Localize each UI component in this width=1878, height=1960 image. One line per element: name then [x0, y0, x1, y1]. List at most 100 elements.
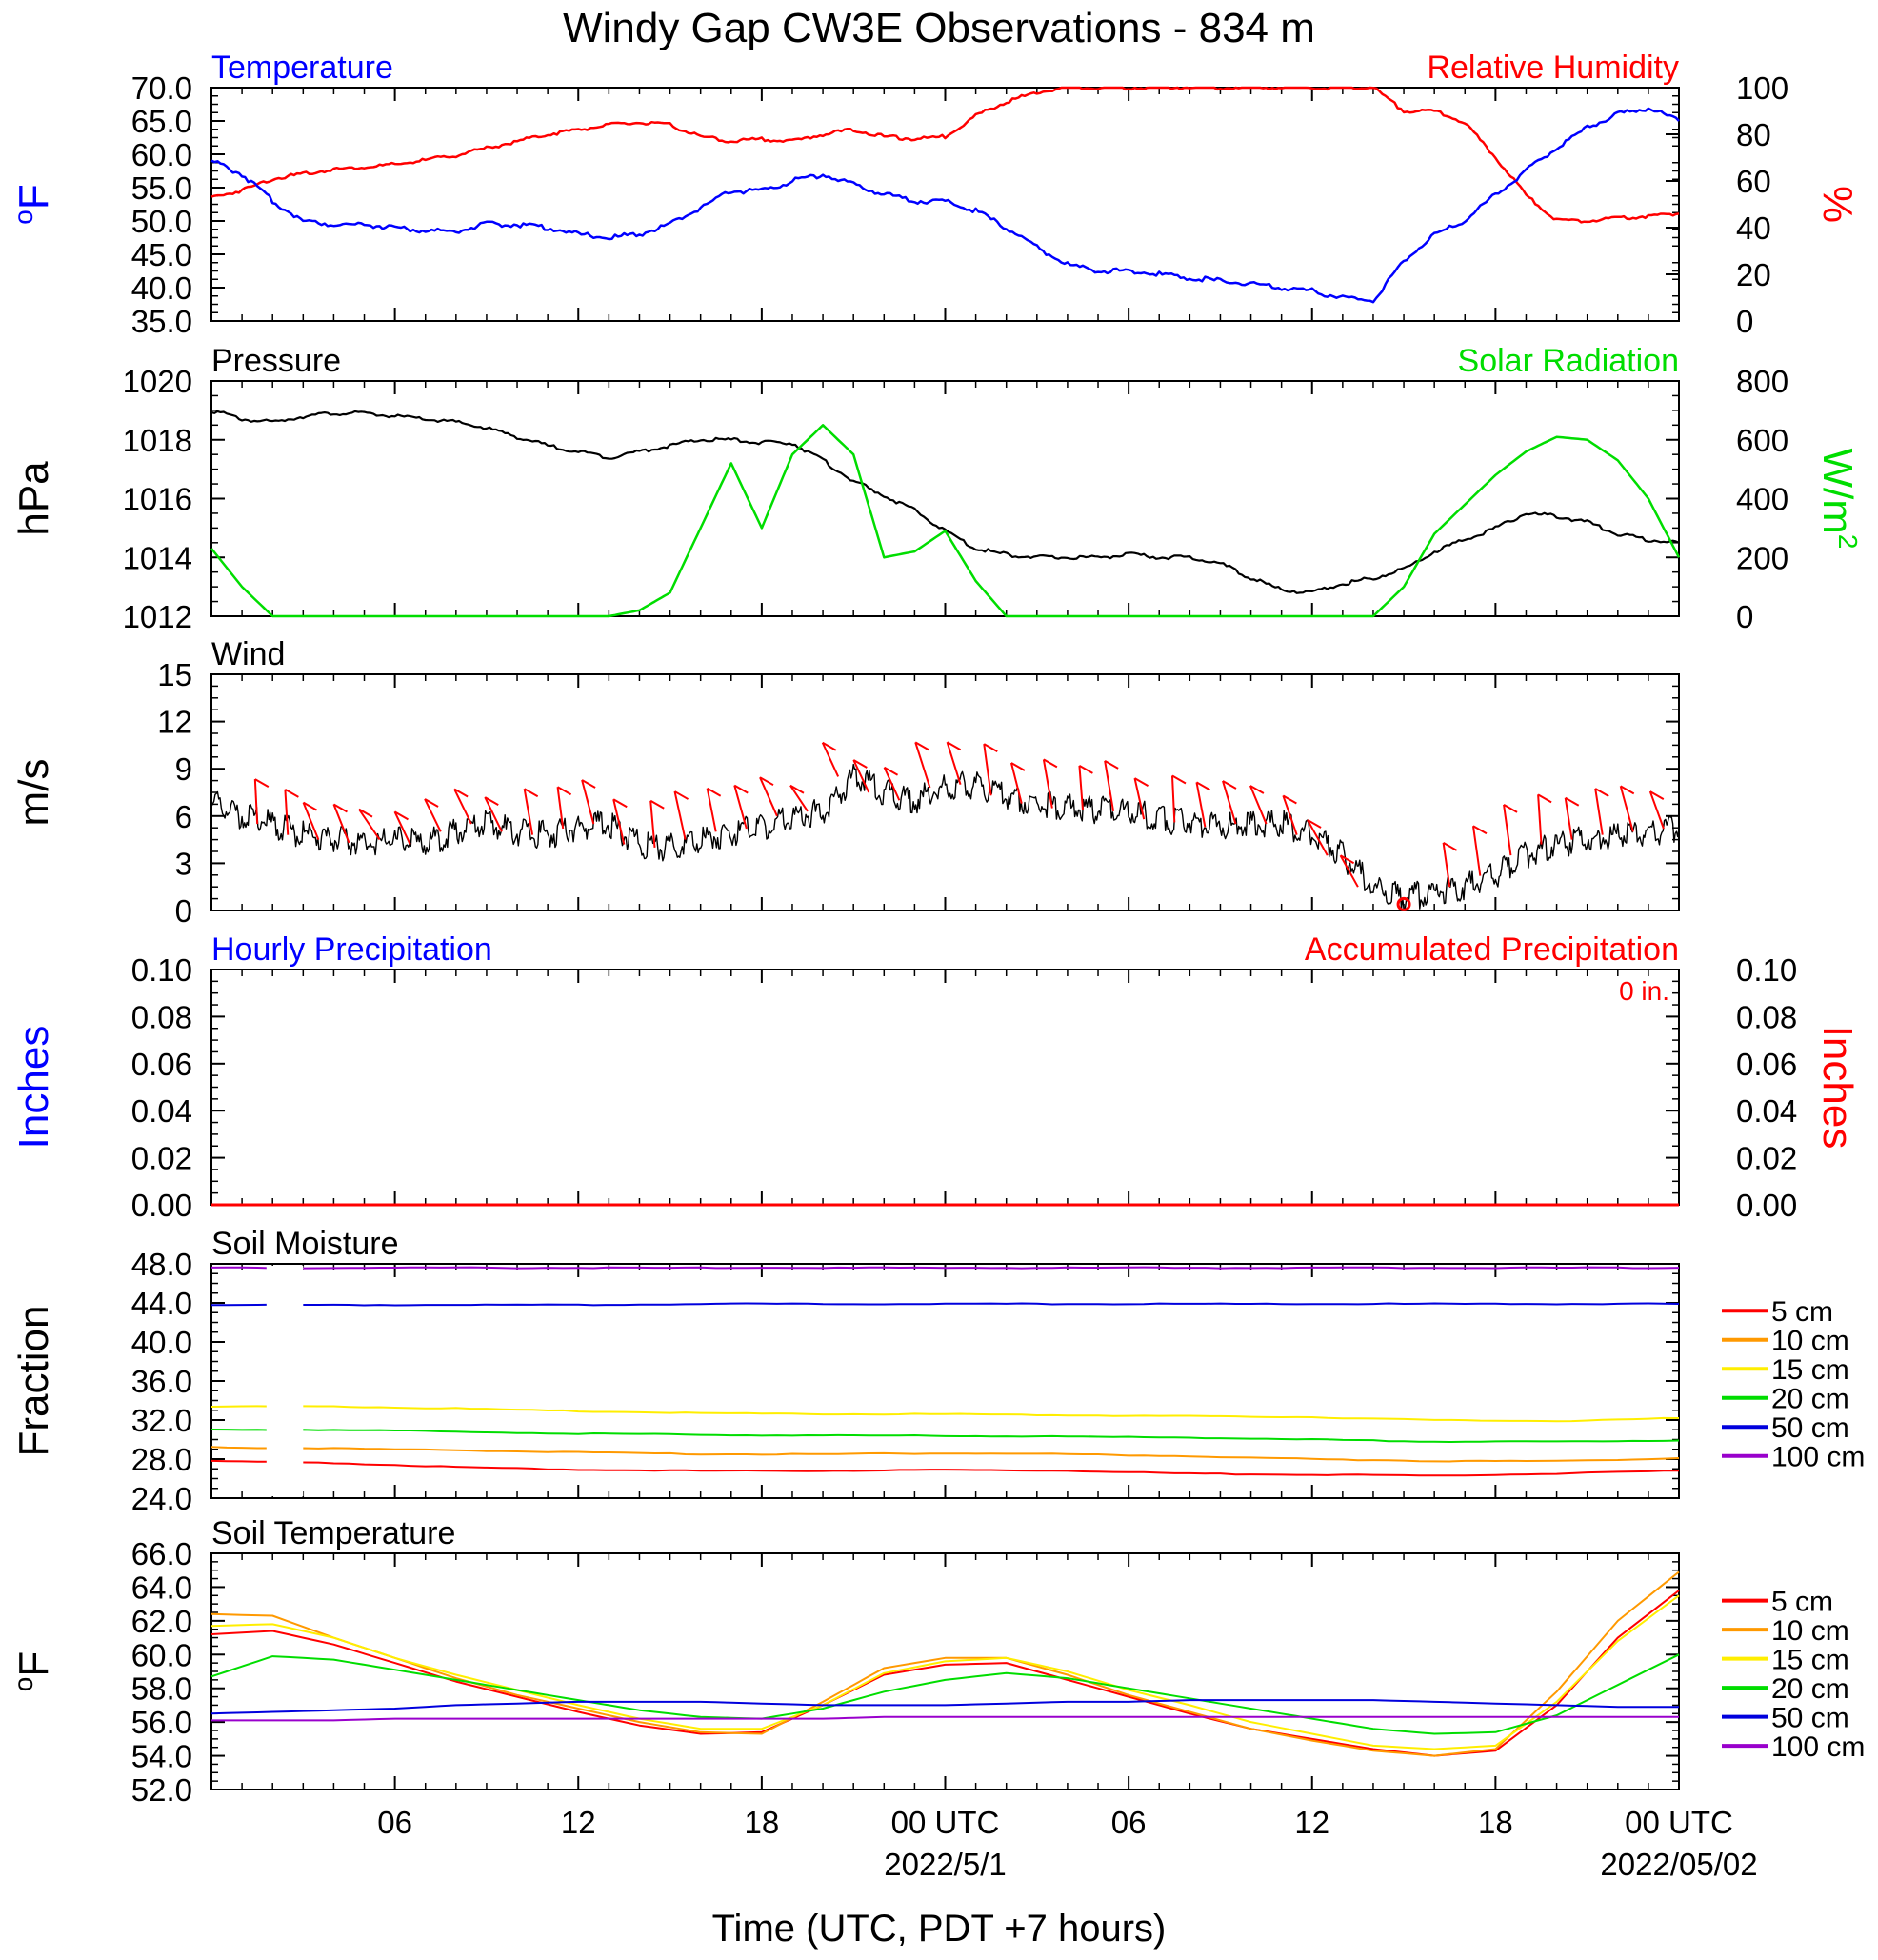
y-tick-label: 48.0: [131, 1247, 192, 1282]
panel-2: 1012 1014 1016 1018 1020 0 200 400 600 800 Pressur…: [10, 343, 1863, 634]
wind-barb: [1503, 804, 1512, 856]
wind-barb: [1537, 794, 1543, 845]
y-right-tick-label: 400: [1736, 482, 1788, 517]
legend-label: 15 cm: [1771, 1645, 1849, 1676]
y-tick-label: 6: [175, 799, 192, 834]
wind-barb: [649, 800, 656, 848]
wind-barb: [302, 802, 320, 840]
x-tick-label: 12: [561, 1805, 596, 1840]
wind-barb: [1619, 786, 1634, 832]
y-tick-label: 0.10: [131, 952, 192, 988]
y-right-tick-label: 100: [1736, 70, 1788, 106]
series-line-15-cm: [210, 1405, 1680, 1423]
y-right-tick-label: 200: [1736, 540, 1788, 575]
wind-barb: [358, 809, 381, 841]
wind-barb: [1078, 765, 1084, 810]
wind-barb: [914, 742, 931, 789]
y-axis-label-left: Fraction: [10, 1306, 57, 1457]
panel-title-right: Accumulated Precipitation: [1305, 931, 1679, 968]
y-right-tick-label: 80: [1736, 117, 1771, 152]
wind-barb-flag: [1282, 794, 1297, 805]
series-line-solar-radiation: [210, 424, 1681, 618]
panel-title-right: Solar Radiation: [1458, 343, 1679, 379]
wind-barb: [1648, 790, 1665, 830]
x-tick-label: 06: [1111, 1805, 1147, 1840]
wind-barb: [883, 767, 901, 801]
wind-barb: [1339, 854, 1359, 888]
y-tick-label: 60.0: [131, 1637, 192, 1672]
wind-barb-flag: [1503, 804, 1518, 813]
wind-barb: [852, 759, 870, 793]
y-tick-label: 0.06: [131, 1047, 192, 1082]
wind-barb-flag: [1594, 788, 1609, 797]
y-tick-label: 1014: [123, 540, 192, 575]
y-tick-label: 0.00: [131, 1188, 192, 1223]
legend-label: 20 cm: [1771, 1384, 1849, 1415]
panel-6: 52.054.056.058.060.062.064.066.0 Soil Tem…: [9, 1515, 1865, 1808]
y-tick-label: 0: [175, 893, 192, 929]
legend-label: 10 cm: [1771, 1615, 1849, 1647]
wind-barb: [733, 785, 748, 830]
wind-barb-flag: [1010, 762, 1026, 771]
calm-wind-marker: [1396, 896, 1411, 911]
y-tick-label: 28.0: [131, 1442, 192, 1477]
wind-barb: [1282, 795, 1298, 835]
y-right-tick-label: 0.06: [1736, 1047, 1797, 1082]
panel-title-left: Hourly Precipitation: [211, 931, 492, 968]
y-tick-label: 3: [175, 846, 192, 881]
wind-barb-flag: [733, 784, 749, 794]
x-tick-label: 18: [1478, 1805, 1513, 1840]
precip-annotation: 0 in.: [1619, 976, 1669, 1006]
y-tick-label: 50.0: [131, 204, 192, 239]
wind-barb: [821, 742, 840, 777]
wind-barb-flag: [1043, 758, 1058, 769]
legend-label: 5 cm: [1771, 1296, 1833, 1328]
wind-barb-flag: [649, 799, 665, 810]
y-right-tick-label: 800: [1736, 364, 1788, 399]
wind-barb: [581, 779, 595, 825]
wind-barb: [253, 779, 259, 825]
wind-barb-flag: [914, 741, 929, 751]
y-tick-label: 35.0: [131, 304, 192, 339]
y-tick-label: 44.0: [131, 1286, 192, 1321]
panel-1: 35.040.045.050.055.060.065.070.0 0 20 40 60 8…: [9, 50, 1861, 339]
wind-barb: [983, 743, 992, 796]
series-line-50-cm: [210, 1699, 1679, 1715]
wind-barb-flag: [947, 741, 962, 751]
y-tick-label: 45.0: [131, 237, 192, 272]
panel-title-left: Temperature: [211, 50, 393, 86]
y-tick-label: 0.04: [131, 1093, 192, 1129]
wind-barb-flag: [1222, 780, 1237, 790]
wind-barb: [706, 788, 717, 832]
wind-barb-flag: [1565, 796, 1580, 807]
x-tick-label: 06: [377, 1805, 412, 1840]
wind-barb-flag: [759, 776, 774, 787]
wind-barb: [759, 776, 778, 817]
legend-label: 50 cm: [1771, 1703, 1849, 1734]
series-line-10-cm: [210, 1446, 1680, 1463]
wind-barb: [332, 804, 350, 844]
wind-barb-flag: [581, 779, 596, 789]
wind-barb-flag: [1195, 781, 1210, 791]
wind-barb-flag: [254, 778, 270, 788]
y-tick-label: 32.0: [131, 1403, 192, 1438]
wind-barb-flag: [612, 798, 628, 809]
panel-title-right: Relative Humidity: [1427, 50, 1679, 86]
wind-barb-flag: [358, 808, 373, 818]
wind-barb-flag: [332, 803, 348, 813]
wind-barb-flag: [1472, 825, 1488, 835]
wind-barb-flag: [424, 798, 439, 808]
series-line-pressure: [210, 410, 1680, 594]
series-line-10-cm: [210, 1570, 1680, 1757]
wind-barb: [1564, 797, 1573, 840]
y-right-tick-label: 0.04: [1736, 1093, 1797, 1129]
y-axis-label-right: Inches: [1814, 1026, 1861, 1150]
x-tick-label: 18: [745, 1805, 780, 1840]
series-line-15-cm: [210, 1594, 1680, 1750]
wind-barb-flag: [1249, 785, 1265, 794]
y-tick-label: 52.0: [131, 1772, 192, 1808]
wind-barb: [1195, 782, 1207, 828]
panel-5: 24.0 28.0 32.0 36.0 40.0 44.0 48.0 Soil Moistur…: [10, 1226, 1865, 1516]
wind-barb-flag: [1078, 765, 1093, 774]
